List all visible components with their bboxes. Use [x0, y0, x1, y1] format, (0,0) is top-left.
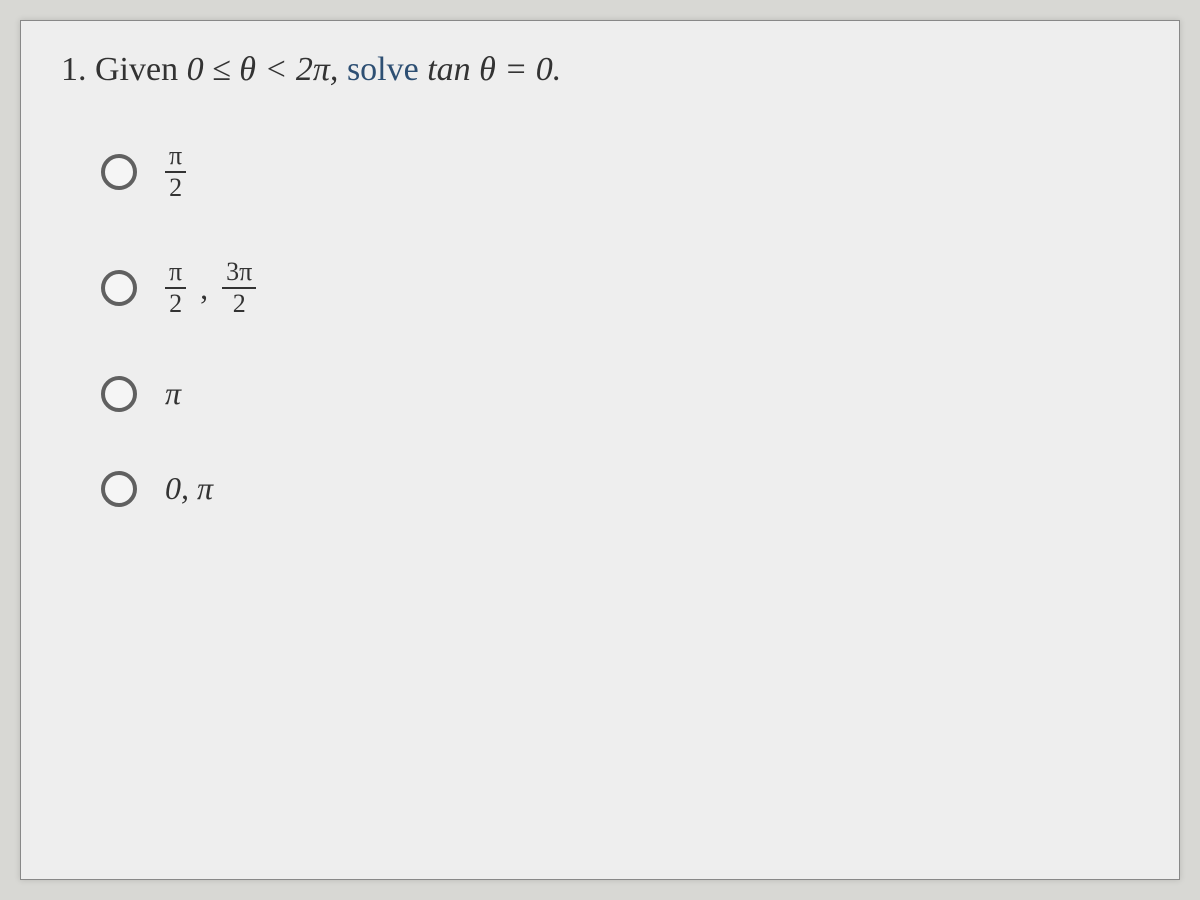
question-given: Given	[95, 51, 178, 88]
question-equation: tan θ = 0.	[427, 51, 561, 88]
fraction: 3π 2	[222, 259, 256, 317]
question-solve-word: solve	[347, 51, 419, 88]
radio-icon[interactable]	[101, 471, 137, 507]
quiz-frame: 1. Given 0 ≤ θ < 2π, solve tan θ = 0. π …	[20, 20, 1180, 880]
fraction-numerator: π	[165, 143, 186, 173]
radio-icon[interactable]	[101, 376, 137, 412]
question-inequality: 0 ≤ θ < 2π,	[187, 51, 339, 88]
option-d[interactable]: 0, π	[101, 470, 1139, 507]
options-list: π 2 π 2 , 3π 2 π	[61, 143, 1139, 507]
radio-icon[interactable]	[101, 154, 137, 190]
fraction-denominator: 2	[165, 173, 186, 201]
radio-icon[interactable]	[101, 270, 137, 306]
option-a-label: π 2	[165, 143, 186, 201]
option-b-label: π 2 , 3π 2	[165, 259, 256, 317]
option-a[interactable]: π 2	[101, 143, 1139, 201]
option-b[interactable]: π 2 , 3π 2	[101, 259, 1139, 317]
fraction-numerator: π	[165, 259, 186, 289]
fraction: π 2	[165, 259, 186, 317]
fraction-denominator: 2	[229, 289, 250, 317]
fraction: π 2	[165, 143, 186, 201]
question-number: 1.	[61, 51, 87, 88]
question-text: 1. Given 0 ≤ θ < 2π, solve tan θ = 0.	[61, 51, 1139, 89]
fraction-numerator: 3π	[222, 259, 256, 289]
comma: ,	[200, 270, 208, 307]
fraction-denominator: 2	[165, 289, 186, 317]
option-c[interactable]: π	[101, 375, 1139, 412]
option-c-label: π	[165, 375, 181, 412]
option-d-label: 0, π	[165, 470, 213, 507]
